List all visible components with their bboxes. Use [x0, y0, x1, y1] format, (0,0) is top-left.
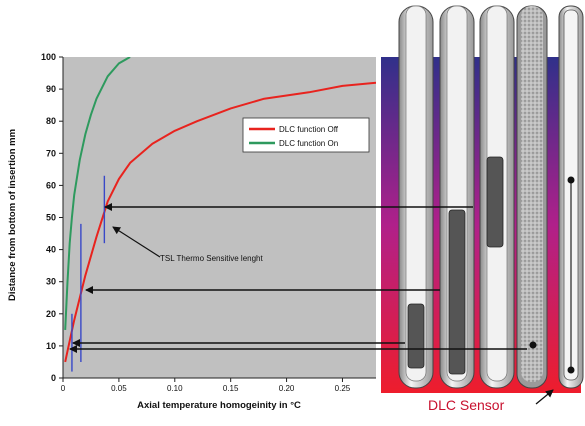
sensor-point: [529, 341, 537, 349]
x-tick-label: 0.15: [223, 384, 239, 393]
tube-4: [516, 5, 548, 389]
x-tick-label: 0.05: [111, 384, 127, 393]
sensor-element: [448, 209, 466, 375]
tube-1: [398, 5, 434, 389]
tube-2: [439, 5, 475, 389]
y-tick-label: 0: [51, 373, 56, 383]
y-tick-label: 100: [41, 52, 56, 62]
y-tick-label: 40: [46, 245, 56, 255]
tsl-annotation: TSL Thermo Sensitive lenght: [160, 254, 263, 263]
sensor-point: [567, 366, 575, 374]
tube-5: [558, 5, 584, 389]
x-tick-label: 0: [61, 384, 66, 393]
y-tick-label: 80: [46, 116, 56, 126]
tsl-arrow: [112, 226, 161, 258]
y-tick-label: 20: [46, 309, 56, 319]
sensor-point: [567, 176, 575, 184]
tube-3: [479, 5, 515, 389]
connector-arrows: [69, 203, 527, 353]
x-tick-label: 0.10: [167, 384, 183, 393]
y-tick-label: 60: [46, 180, 56, 190]
legend: DLC function Off DLC function On: [242, 117, 370, 153]
y-tick-label: 50: [46, 213, 56, 223]
diagram-caption: DLC Sensor: [428, 397, 505, 413]
series-line-on: [64, 57, 131, 330]
plot-area: [63, 57, 376, 378]
y-axis-label: Distance from bottom of insertion mm: [7, 129, 18, 301]
sensor-element: [486, 156, 504, 248]
y-tick-label: 90: [46, 84, 56, 94]
legend-box: [242, 117, 370, 153]
sensor-diagram: DLC Sensor: [381, 5, 584, 413]
x-tick-label: 0.25: [335, 384, 351, 393]
sensor-element: [407, 303, 425, 369]
x-axis-label: Axial temperature homogeinity in °C: [137, 400, 301, 411]
y-tick-label: 30: [46, 277, 56, 287]
y-tick-label: 10: [46, 341, 56, 351]
legend-label-off: DLC function Off: [279, 125, 339, 134]
series-line-off: [64, 81, 376, 363]
y-tick-label: 70: [46, 148, 56, 158]
caption-arrow: [535, 389, 554, 405]
legend-label-on: DLC function On: [279, 139, 338, 148]
x-tick-label: 0.20: [279, 384, 295, 393]
chart: 0 10 20 30 40 50 60 70 80 90 100 0 0.05 0.10 0.15 0.20…: [7, 52, 376, 411]
